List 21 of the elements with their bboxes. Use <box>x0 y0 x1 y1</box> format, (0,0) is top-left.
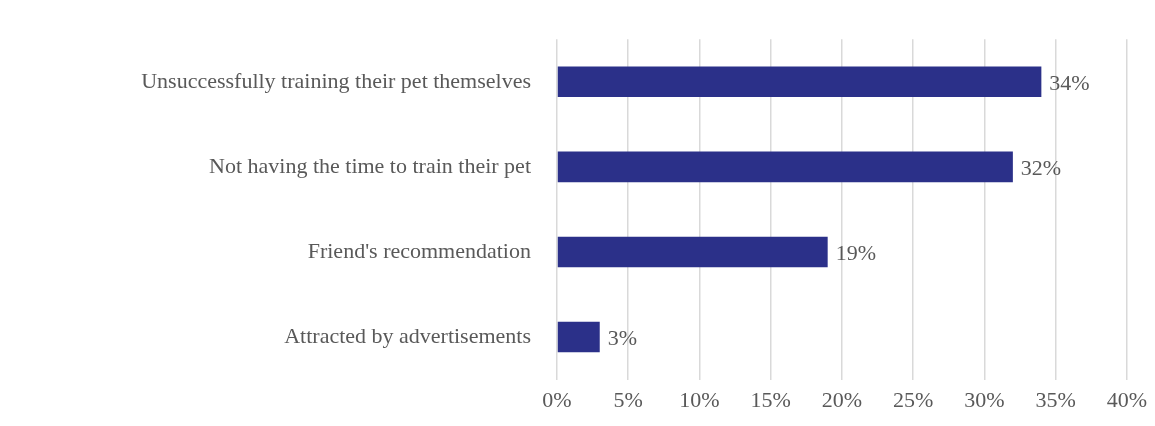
data-label: 19% <box>835 239 876 265</box>
x-tick-label: 10% <box>679 386 720 412</box>
data-label: 34% <box>1049 69 1090 95</box>
x-tick-label: 25% <box>892 386 934 412</box>
data-label: 32% <box>1020 154 1062 180</box>
y-tick-label: Friend's recommendation <box>307 237 531 263</box>
x-tick-label: 20% <box>821 386 863 412</box>
x-tick-label: 40% <box>1106 386 1147 412</box>
bar <box>557 236 828 268</box>
y-tick-label: Not having the time to train their pet <box>209 152 531 178</box>
bar <box>557 321 600 353</box>
x-tick-label: 5% <box>613 386 643 412</box>
bar <box>557 66 1042 98</box>
y-tick-label: Unsuccessfully training their pet themselves <box>141 67 531 93</box>
x-tick-label: 0% <box>542 386 572 412</box>
y-tick-label: Attracted by advertisements <box>284 322 531 348</box>
bar <box>557 151 1013 183</box>
x-tick-label: 35% <box>1035 386 1076 412</box>
x-tick-label: 30% <box>964 386 1005 412</box>
data-label: 3% <box>607 324 638 350</box>
x-tick-label: 15% <box>750 386 791 412</box>
